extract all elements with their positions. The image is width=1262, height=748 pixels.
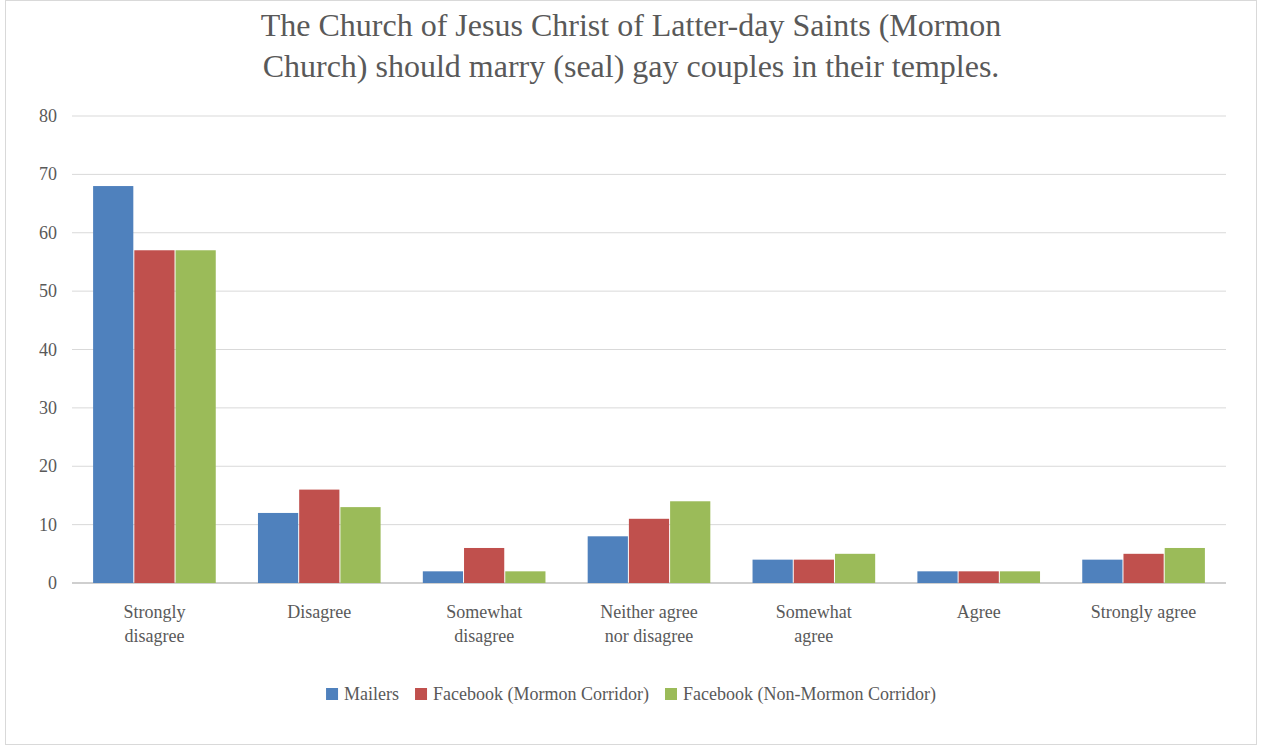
bar	[753, 560, 793, 583]
grid-line	[72, 407, 1226, 408]
x-tick-label: Somewhatagree	[776, 602, 852, 646]
bar	[258, 513, 298, 583]
bar	[917, 571, 957, 583]
x-tick-label: Strongly agree	[1091, 602, 1196, 622]
bar	[670, 501, 710, 583]
y-tick-label: 0	[48, 573, 57, 593]
y-tick-label: 50	[39, 281, 57, 301]
bar	[464, 548, 504, 583]
chart-svg: The Church of Jesus Christ of Latter-day…	[0, 0, 1262, 748]
y-tick-label: 20	[39, 456, 57, 476]
bar	[176, 250, 216, 583]
y-tick-label: 70	[39, 164, 57, 184]
bars	[93, 186, 1205, 583]
grid-line	[72, 349, 1226, 350]
bar	[835, 554, 875, 583]
grid-line	[72, 116, 1226, 117]
chart-frame	[6, 1, 1257, 745]
y-tick-label: 40	[39, 340, 57, 360]
bar	[588, 536, 628, 583]
x-tick-label: Agree	[957, 602, 1001, 622]
legend-swatch	[326, 688, 338, 700]
grid-line	[72, 466, 1226, 467]
bar	[1082, 560, 1122, 583]
chart-title: The Church of Jesus Christ of Latter-day…	[261, 7, 1002, 84]
chart-container: The Church of Jesus Christ of Latter-day…	[0, 0, 1262, 748]
bar	[505, 571, 545, 583]
bar	[299, 490, 339, 583]
bar	[134, 250, 174, 583]
grid-line	[72, 291, 1226, 292]
y-tick-label: 80	[39, 106, 57, 126]
y-tick-label: 60	[39, 223, 57, 243]
legend-label: Facebook (Non-Mormon Corridor)	[683, 684, 936, 705]
grid-line	[72, 174, 1226, 175]
legend-swatch	[415, 688, 427, 700]
bar	[340, 507, 380, 583]
legend-swatch	[665, 688, 677, 700]
y-tick-label: 10	[39, 515, 57, 535]
x-tick-label: Disagree	[287, 602, 351, 622]
bar	[1123, 554, 1163, 583]
legend-label: Facebook (Mormon Corridor)	[433, 684, 649, 705]
bar	[1165, 548, 1205, 583]
legend-label: Mailers	[344, 684, 399, 704]
grid	[72, 116, 1226, 583]
bar	[629, 519, 669, 583]
bar	[794, 560, 834, 583]
bar	[959, 571, 999, 583]
legend: Mailers Facebook (Mormon Corridor) Faceboo…	[326, 684, 936, 705]
x-tick-label: Somewhatdisagree	[446, 602, 522, 646]
x-tick-label: Stronglydisagree	[123, 602, 185, 646]
grid-line	[72, 232, 1226, 233]
bar	[1000, 571, 1040, 583]
y-tick-label: 30	[39, 398, 57, 418]
bar	[423, 571, 463, 583]
x-tick-label: Neither agreenor disagree	[600, 602, 697, 646]
bar	[93, 186, 133, 583]
